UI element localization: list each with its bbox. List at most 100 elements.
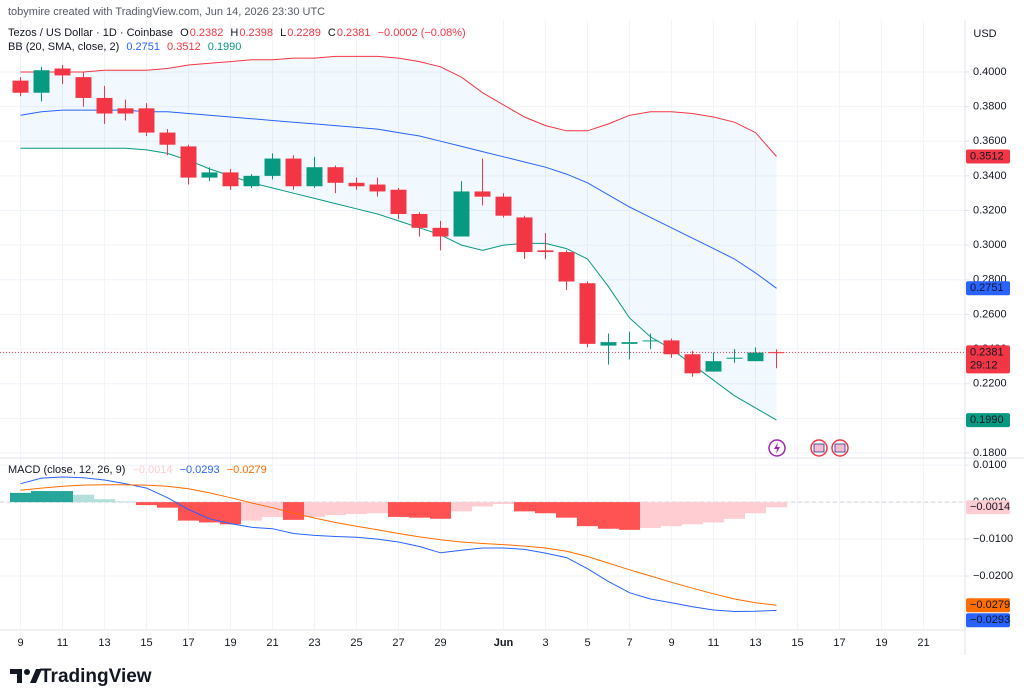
y-tick-label: 0.0100: [973, 459, 1007, 471]
candle-body: [768, 352, 785, 354]
histogram-bar: [451, 502, 472, 512]
y-tick-label: 0.4000: [973, 66, 1007, 78]
histogram-bar: [598, 502, 619, 529]
histogram-bar: [115, 501, 136, 503]
x-tick-label: 15: [791, 637, 803, 649]
histogram-bar: [304, 502, 325, 517]
price-tag: [966, 500, 1010, 515]
candle-body: [558, 252, 575, 282]
legend-letter: L: [280, 27, 286, 39]
histogram-bar: [661, 502, 682, 527]
macd-line: [20, 476, 777, 613]
histogram-bar: [346, 502, 367, 514]
histogram-bar: [199, 502, 220, 523]
histogram-bar: [73, 494, 94, 503]
legend-letter: O: [180, 27, 189, 39]
histogram-bar: [724, 502, 745, 519]
candle-body: [201, 172, 218, 178]
event-icon-glyph: [774, 442, 780, 454]
legend-bb-basis: 0.2751: [126, 41, 160, 53]
price-tag: [966, 413, 1010, 428]
x-tick-label: 19: [875, 637, 887, 649]
y-tick-label: −0.0100: [973, 533, 1013, 545]
candle-body: [411, 213, 428, 228]
candle-body: [159, 132, 176, 145]
brand-mark: [24, 669, 30, 675]
price-tag-label: −0.0014: [970, 501, 1010, 513]
band-line: [20, 55, 777, 157]
candle-body: [726, 357, 743, 359]
legend-letter: H: [230, 27, 238, 39]
credit: tobymire created with TradingView.com, J…: [8, 6, 325, 18]
histogram-bar: [745, 502, 766, 514]
histogram-bar: [430, 502, 451, 519]
price-tag: [966, 598, 1010, 613]
event-icon-glyph: [834, 443, 846, 453]
x-tick-label: 7: [626, 637, 632, 649]
x-tick-label: 13: [98, 637, 110, 649]
y-tick-label: 0.3600: [973, 135, 1007, 147]
axis-layer: [0, 20, 1024, 655]
histogram-bar: [10, 492, 31, 503]
price-tag: [966, 345, 1010, 374]
candle-body: [369, 184, 386, 192]
histogram-bar: [136, 502, 157, 506]
legend-bb-upper: 0.3512: [167, 41, 201, 53]
candle-body: [243, 175, 260, 187]
candle-body: [306, 167, 323, 187]
candle-body: [600, 342, 617, 346]
candle-body: [222, 172, 239, 187]
legend-bb-lower: 0.1990: [208, 41, 242, 53]
x-tick-label: 21: [266, 637, 278, 649]
y-tick-label: 0.3800: [973, 101, 1007, 113]
candle-body: [390, 189, 407, 214]
histogram-bar: [283, 502, 304, 520]
histogram-bar: [619, 502, 640, 530]
candle-body: [180, 146, 197, 178]
histogram-bar: [94, 499, 115, 503]
y-tick-label: 0.2200: [973, 378, 1007, 390]
band-fill: [20, 56, 777, 421]
candle-body: [75, 77, 92, 98]
x-tick-label: 9: [17, 637, 23, 649]
legend-macd: MACD (close, 12, 26, 9) −0.0014 −0.0293 …: [8, 464, 267, 476]
histogram-bar: [493, 502, 514, 504]
candle-body: [327, 167, 344, 183]
candle-body: [579, 283, 596, 344]
histogram-bar: [682, 502, 703, 525]
histogram-bar: [514, 502, 535, 512]
legend-macd-hist: −0.0014: [132, 464, 172, 476]
event-icons: [768, 439, 849, 457]
y-tick-label: 0.3000: [973, 239, 1007, 251]
price-tag-label: 0.3512: [970, 150, 1004, 162]
y-tick-label: −0.0200: [973, 570, 1013, 582]
candle-body: [516, 217, 533, 253]
candle-body: [747, 352, 764, 362]
legend-letter: C: [328, 27, 336, 39]
histogram-bar: [703, 502, 724, 523]
candle-body: [138, 108, 155, 133]
legend-macd-title: MACD (close, 12, 26, 9): [8, 464, 125, 476]
x-tick-label: Jun: [494, 637, 514, 649]
histogram-bar: [220, 502, 241, 525]
candle-body: [117, 108, 134, 114]
histogram-bar: [409, 502, 430, 518]
y-tick-label: 0.1800: [973, 447, 1007, 459]
histogram-bar: [388, 502, 409, 517]
price-tag-label: 0.2381: [970, 346, 1004, 358]
price-tag: [966, 149, 1010, 164]
candle-body: [348, 182, 365, 187]
legend-bb-title: BB (20, SMA, close, 2): [8, 41, 119, 53]
histogram-bar: [31, 491, 52, 503]
histogram-bar: [262, 502, 283, 517]
histogram-bar: [367, 502, 388, 514]
histogram-bar: [766, 502, 787, 508]
candle-body: [705, 361, 722, 372]
x-tick-label: 5: [584, 637, 590, 649]
data-layer: [0, 55, 965, 613]
x-tick-label: 19: [224, 637, 236, 649]
price-tag-label: −0.0293: [970, 614, 1010, 626]
price-tag: [966, 281, 1010, 296]
brand-mark: [10, 669, 42, 683]
